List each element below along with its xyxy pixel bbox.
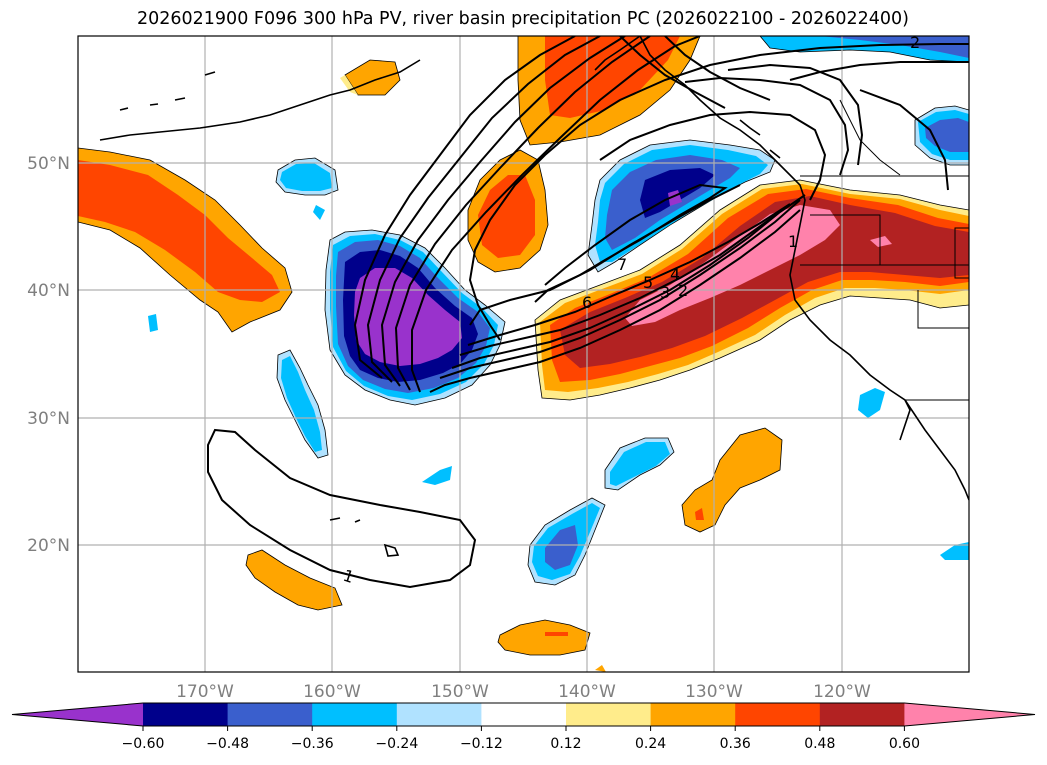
colorbar-segment [143, 703, 229, 726]
contour-label-2-ne: 2 [910, 33, 920, 52]
lat-label-30: 30°N [27, 409, 70, 429]
shade-subtrop-3 [497, 619, 591, 656]
pv-contour-ridge-3 [684, 76, 850, 176]
lon-labels: 170°W 160°W 150°W 140°W 130°W 120°W [176, 682, 871, 702]
pv-contour-ridge-6 [859, 89, 949, 191]
shade-subtrop-1 [681, 427, 783, 533]
contour-labels: 1 1 2 3 4 5 6 7 2 [341, 33, 920, 587]
contour-label-2: 2 [678, 281, 688, 300]
coastlines [99, 36, 969, 557]
colorbar-tick-label: −0.12 [460, 736, 503, 752]
colorbar-segment [312, 703, 398, 726]
shade-neg-center-purple [354, 268, 462, 366]
shade-plume-darkred [560, 196, 969, 368]
pv-contour-ridge-1 [468, 43, 969, 341]
pv-contour-h [451, 194, 806, 369]
colorbar-tick-label: 0.36 [720, 736, 751, 752]
pv-contour-7 [534, 183, 728, 303]
pv-contour-alaska-2 [664, 36, 771, 101]
pv-contour-b [366, 36, 601, 383]
colorbar-extend-low [12, 703, 143, 726]
pv-contour-d [394, 36, 651, 391]
lon-label-130w: 130°W [685, 682, 743, 702]
borders [800, 99, 969, 401]
contour-label-7: 7 [617, 255, 627, 274]
figure-title: 2026021900 F096 300 hPa PV, river basin … [137, 9, 909, 29]
colorbar-tick-label: 0.12 [550, 736, 581, 752]
contour-label-5: 5 [643, 273, 653, 292]
pv-contour-g [439, 199, 801, 379]
colorbar-segment [735, 703, 821, 726]
colorbar-segment [481, 703, 567, 726]
pv-contour-f [429, 209, 801, 393]
colorbar-tick-label: −0.60 [122, 736, 165, 752]
contour-label-4: 4 [670, 265, 680, 284]
shade-west-band-inner [78, 160, 280, 302]
colorbar-segment [227, 703, 313, 726]
lat-label-50: 50°N [27, 154, 70, 174]
map-frame [77, 35, 970, 673]
lat-label-40: 40°N [27, 281, 70, 301]
pv-contour-alaska-1 [619, 36, 726, 109]
colorbar-segment [566, 703, 652, 726]
lon-label-170w: 170°W [176, 682, 234, 702]
pv-contour-j [467, 203, 791, 346]
colorbar-segment [819, 703, 905, 726]
colorbar-tick-label: −0.48 [206, 736, 249, 752]
pv-contour-ridge-5 [789, 61, 969, 81]
pv-contour-ridge-4 [727, 63, 864, 166]
pv-contour-i [459, 207, 786, 356]
map-area: 1 1 2 3 4 5 6 7 2 [78, 33, 969, 672]
shade-subtrop-2 [245, 549, 343, 611]
pv-contours [207, 36, 969, 589]
contour-label-1-north: 1 [788, 232, 798, 251]
contour-label-6: 6 [582, 293, 592, 312]
pv-contour-1-south [207, 428, 477, 589]
colorbar-tick-label: −0.24 [375, 736, 418, 752]
lon-label-150w: 150°W [431, 682, 489, 702]
contour-label-3: 3 [660, 283, 670, 302]
pv-contour-ridge-2 [599, 110, 827, 201]
lon-label-160w: 160°W [303, 682, 361, 702]
lon-label-120w: 120°W [813, 682, 871, 702]
colorbar-tick-label: 0.24 [635, 736, 666, 752]
pv-contour-a [353, 36, 576, 379]
lat-labels: 50°N 40°N 30°N 20°N [27, 154, 70, 556]
lon-label-140w: 140°W [558, 682, 616, 702]
shade-plume-pink [625, 205, 840, 326]
colorbar: −0.60 −0.48 −0.36 −0.24 −0.12 0.12 0.24 0.36 0.4… [11, 702, 1036, 752]
colorbar-tick-label: 0.60 [889, 736, 920, 752]
negative-shading [148, 36, 969, 586]
colorbar-tick-label: 0.48 [804, 736, 835, 752]
pv-contour-c [380, 36, 626, 387]
pv-contour-e [411, 36, 701, 393]
lat-label-20: 20°N [27, 536, 70, 556]
colorbar-tick-label: −0.36 [291, 736, 334, 752]
colorbar-segment [396, 703, 482, 726]
colorbar-extend-high [904, 703, 1035, 726]
colorbar-segment [650, 703, 736, 726]
